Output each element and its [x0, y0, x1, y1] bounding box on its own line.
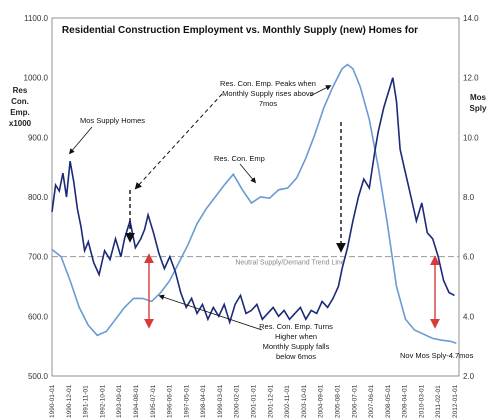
annotation-peaks: Res. Con. Emp. Peaks when Monthly Supply…	[125, 79, 346, 253]
svg-text:Sply: Sply	[470, 104, 487, 113]
svg-text:Mos: Mos	[470, 93, 487, 102]
y-right-tick-labels: 14.0 12.0 10.0 8.0 6.0 4.0 2.0	[463, 14, 479, 381]
y-right-tick-label: 10.0	[463, 133, 479, 142]
svg-text:x1000: x1000	[9, 119, 32, 128]
y-left-tick-label: 600.0	[28, 312, 49, 321]
y-left-tick-label: 1100.0	[24, 14, 48, 23]
x-tick-label: 1998-04-01	[200, 384, 207, 418]
plot-frame	[51, 17, 460, 377]
x-tick-label: 1990-01-01	[49, 384, 56, 418]
annotation-nov-supply: Nov Mos Sply-4.7mos	[400, 351, 474, 360]
y-right-tick-label: 2.0	[463, 372, 475, 381]
svg-text:below 6mos: below 6mos	[276, 352, 316, 361]
svg-text:Mos Supply Homes: Mos Supply Homes	[80, 116, 145, 125]
x-tick-label: 2005-08-01	[334, 384, 341, 418]
y-right-tick-label: 14.0	[463, 14, 479, 23]
x-tick-label: 1999-03-01	[217, 384, 224, 418]
x-tick-label: 2011-02-01	[435, 385, 442, 418]
chart-title: Residential Construction Employment vs. …	[62, 25, 418, 36]
annotation-res-con-emp: Res. Con. Emp	[214, 154, 265, 184]
x-tick-label: 2003-10-01	[301, 384, 308, 418]
x-tick-label: 2012-01-01	[452, 384, 459, 418]
x-tick-label: 1997-05-01	[183, 384, 190, 418]
annotation-turns-higher: Res. Con. Emp. Turns Higher when Monthly…	[158, 294, 333, 361]
x-tick-label: 1993-09-01	[116, 384, 123, 418]
x-tick-label: 1992-10-01	[99, 384, 106, 418]
x-tick-label: 2001-01-01	[251, 384, 258, 418]
x-tick-label: 1995-07-01	[150, 384, 157, 418]
x-tick-label: 2010-03-01	[418, 384, 425, 418]
x-tick-label: 1996-06-01	[167, 384, 174, 418]
x-tick-label: 2008-05-01	[385, 384, 392, 418]
svg-text:Res. Con. Emp: Res. Con. Emp	[214, 154, 265, 163]
x-tick-label: 2004-09-01	[318, 384, 325, 418]
x-tick-label: 2000-02-01	[234, 384, 241, 418]
series-mos-supply-line	[51, 77, 455, 326]
x-tick-label: 2009-04-01	[402, 384, 409, 418]
neutral-trend-line-label: Neutral Supply/Demand Trend Line	[235, 260, 344, 267]
y-right-tick-label: 8.0	[463, 193, 475, 202]
svg-text:Res. Con. Emp. Peaks when: Res. Con. Emp. Peaks when	[220, 79, 316, 88]
y-right-tick-label: 6.0	[463, 253, 475, 262]
x-tick-label: 1991-11-01	[83, 385, 90, 418]
svg-text:Nov Mos Sply-4.7mos: Nov Mos Sply-4.7mos	[400, 351, 474, 360]
svg-text:Res: Res	[13, 86, 28, 95]
y-left-axis-title: Res Con. Emp. x1000	[9, 86, 32, 128]
annotation-mos-supply-homes: Mos Supply Homes	[68, 116, 145, 155]
y-left-tick-label: 900.0	[28, 133, 49, 142]
svg-text:Emp.: Emp.	[10, 108, 30, 117]
x-tick-label: 2007-06-01	[368, 384, 375, 418]
series-res-con-emp-line	[51, 63, 457, 344]
x-tick-label: 2002-11-01	[284, 385, 291, 418]
svg-text:7mos: 7mos	[259, 99, 278, 108]
x-tick-label: 2006-07-01	[351, 384, 358, 418]
y-left-tick-label: 800.0	[28, 193, 49, 202]
y-right-tick-label: 12.0	[463, 74, 479, 83]
svg-text:Monthly Supply falls: Monthly Supply falls	[263, 342, 330, 351]
y-right-tick-label: 4.0	[463, 312, 475, 321]
x-tick-label: 1994-08-01	[133, 384, 140, 418]
svg-text:Res. Con. Emp. Turns: Res. Con. Emp. Turns	[259, 322, 333, 331]
y-right-axis-title: Mos Sply	[470, 93, 487, 113]
x-tick-label: 2001-12-01	[267, 384, 274, 418]
svg-text:Con.: Con.	[11, 97, 29, 106]
y-left-tick-labels: 1100.0 1000.0 900.0 800.0 700.0 600.0 500.0	[24, 14, 49, 381]
y-left-tick-label: 700.0	[28, 253, 49, 262]
y-left-tick-label: 1000.0	[24, 74, 49, 83]
y-left-tick-label: 500.0	[28, 372, 49, 381]
x-tick-label: 1990-12-01	[66, 384, 73, 418]
svg-text:Monthly Supply rises above: Monthly Supply rises above	[222, 89, 314, 98]
x-tick-labels: 1990-01-01 1990-12-01 1991-11-01 1992-10-01…	[49, 384, 459, 418]
svg-text:Higher when: Higher when	[275, 332, 317, 341]
